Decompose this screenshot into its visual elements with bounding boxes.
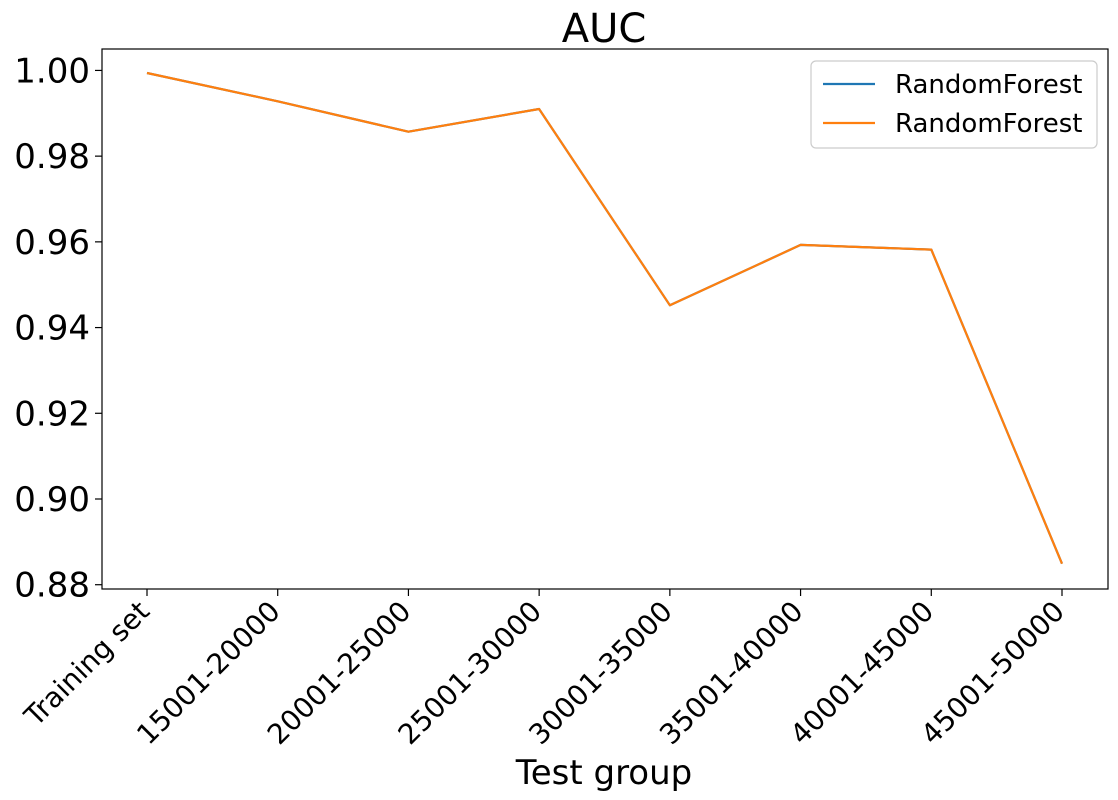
x-tick-label: Training set [17, 595, 156, 734]
legend-label: RandomForest [895, 109, 1082, 139]
plot-area-frame [101, 48, 1109, 590]
y-tick-label: 0.96 [14, 223, 90, 263]
legend-box [810, 60, 1098, 149]
y-tick-label: 0.88 [14, 566, 90, 606]
series-line-2 [146, 71, 1064, 565]
y-tick-label: 1.00 [14, 51, 90, 91]
y-tick-label: 0.90 [14, 480, 90, 520]
x-axis-label: Test group [515, 753, 693, 793]
chart-title: AUC [562, 6, 647, 52]
legend: RandomForest RandomForest [810, 60, 1098, 149]
x-axis-ticks: Training set15001-2000020001-2500025001-… [17, 589, 1071, 751]
series-lines [146, 71, 1064, 565]
y-tick-label: 0.92 [14, 394, 90, 434]
y-tick-label: 0.98 [14, 137, 90, 177]
y-tick-label: 0.94 [14, 309, 90, 349]
legend-label: RandomForest [895, 70, 1082, 100]
y-axis-ticks: 0.88 0.90 0.92 0.94 0.96 0.98 1.00 [14, 51, 102, 606]
